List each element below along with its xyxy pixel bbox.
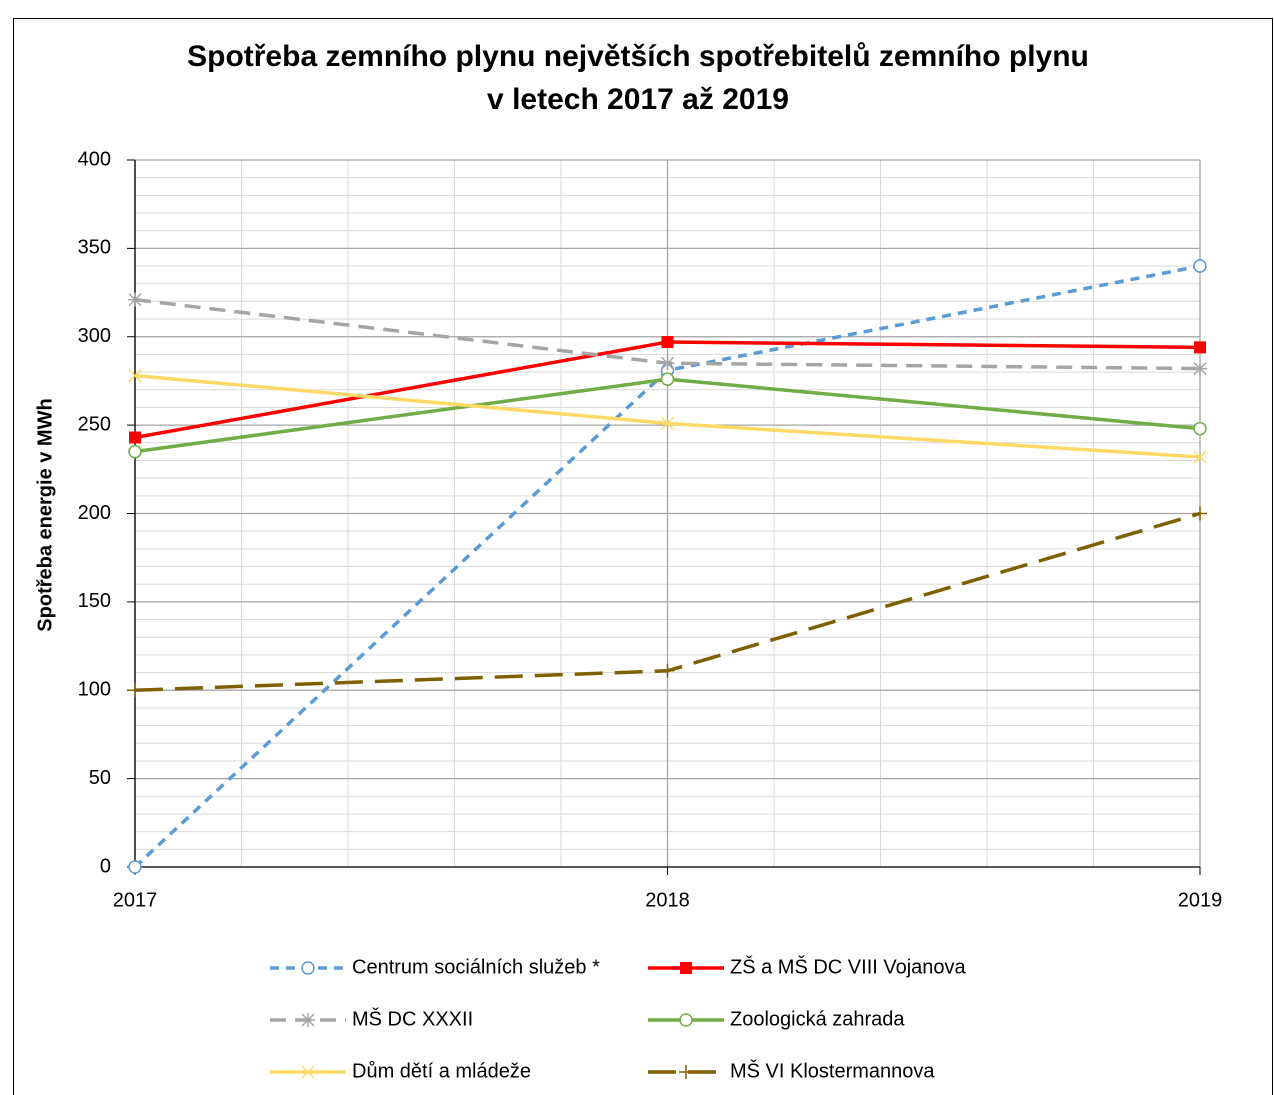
legend-marker (301, 1013, 315, 1027)
marker (1193, 421, 1207, 436)
legend-label: Zoologická zahrada (730, 1008, 905, 1030)
legend-marker (301, 1065, 315, 1079)
y-tick-label: 150 (78, 590, 111, 612)
marker (1193, 259, 1207, 273)
x-tick-label: 2017 (113, 889, 158, 911)
legend-label: MŠ DC XXXII (352, 1007, 473, 1030)
chart-title: v letech 2017 až 2019 (487, 83, 789, 116)
y-tick-label: 350 (78, 237, 111, 259)
x-tick-label: 2018 (645, 889, 690, 911)
marker (1194, 341, 1206, 354)
marker (660, 663, 675, 678)
marker (128, 369, 142, 383)
y-tick-label: 50 (89, 767, 111, 789)
legend-marker (679, 1065, 693, 1079)
y-tick-label: 400 (78, 148, 111, 170)
y-tick-label: 100 (78, 679, 111, 701)
marker (129, 431, 141, 444)
y-tick-label: 0 (100, 855, 111, 877)
legend-marker (301, 961, 315, 975)
x-tick-label: 2019 (1178, 889, 1223, 911)
y-tick-label: 200 (78, 502, 111, 524)
legend-marker (680, 962, 692, 974)
marker (128, 444, 142, 459)
marker (660, 416, 675, 430)
legend-label: MŠ VI Klostermannova (730, 1059, 935, 1082)
y-axis-label: Spotřeba energie v MWh (34, 398, 56, 631)
marker (128, 860, 142, 874)
legend-label: Dům dětí a mládeže (352, 1060, 531, 1082)
legend-marker (679, 1013, 693, 1027)
chart-title: Spotřeba zemního plynu největších spotře… (187, 40, 1089, 73)
marker (128, 292, 142, 307)
y-tick-label: 300 (78, 325, 111, 347)
legend-label: Centrum sociálních služeb * (352, 956, 600, 978)
marker (660, 372, 675, 386)
marker (1193, 450, 1207, 464)
marker (661, 336, 674, 349)
marker (1193, 506, 1207, 521)
marker (660, 356, 675, 371)
marker (128, 683, 142, 698)
chart-border (13, 18, 1273, 1095)
legend-label: ZŠ a MŠ DC VIII Vojanova (730, 955, 967, 978)
y-tick-label: 250 (78, 413, 111, 435)
marker (1193, 361, 1207, 376)
